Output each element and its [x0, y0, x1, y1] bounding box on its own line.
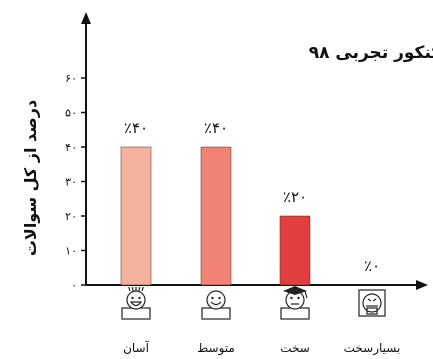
- y-tick-label: ۰: [71, 279, 77, 292]
- y-tick-label: ۲۰: [65, 210, 77, 223]
- chart-title: کنکور تجربی ۹۸: [309, 43, 433, 63]
- y-tick-label: ۳۰: [65, 176, 77, 189]
- y-axis-arrow-icon: [81, 12, 91, 24]
- category-label: متوسط: [197, 341, 235, 356]
- value-label: ٪۰: [364, 257, 380, 275]
- bar-1: [120, 146, 152, 286]
- category-label: آسان: [123, 340, 150, 355]
- y-tick-label: ۴۰: [65, 141, 77, 154]
- bar-2: [200, 146, 232, 286]
- category-label: سخت: [280, 341, 310, 355]
- value-label: ٪۴۰: [204, 119, 228, 137]
- face-frustrated-icon: [358, 289, 386, 317]
- y-tick-label: ۶۰: [65, 72, 77, 85]
- face-smiling-icon: [201, 290, 231, 320]
- face-laughing-icon: [121, 286, 151, 320]
- value-label: ٪۴۰: [124, 119, 148, 137]
- y-tick-label: ۱۰: [65, 245, 77, 258]
- face-graduate-icon: [280, 286, 310, 320]
- value-label: ٪۲۰: [283, 188, 307, 206]
- y-axis-label: درصد از کل سوالات: [21, 100, 40, 256]
- bar-3: [279, 215, 311, 286]
- y-tick-label: ۵۰: [65, 107, 77, 120]
- x-axis-arrow-icon: [416, 280, 428, 290]
- category-label: بسیارسخت: [344, 341, 401, 356]
